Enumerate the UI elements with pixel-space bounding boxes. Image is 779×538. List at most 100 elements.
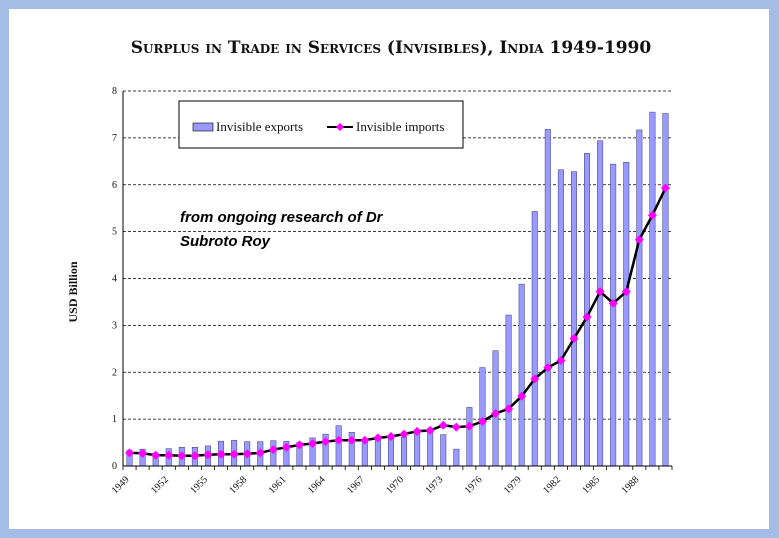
import-marker: [138, 448, 148, 458]
import-marker: [608, 298, 618, 308]
legend-swatch-imports-marker: [336, 123, 344, 131]
export-bar: [531, 211, 538, 467]
export-bar: [414, 431, 421, 467]
import-marker: [360, 435, 370, 445]
export-bar: [544, 129, 551, 467]
y-tick-label: 6: [112, 180, 117, 191]
import-marker: [281, 442, 291, 452]
export-bar: [466, 407, 473, 467]
import-marker: [464, 421, 474, 431]
x-tick-label: 1952: [149, 474, 171, 496]
import-marker: [621, 287, 631, 297]
import-marker: [216, 449, 226, 459]
import-marker: [647, 210, 657, 220]
import-marker: [438, 420, 448, 430]
import-marker: [203, 450, 213, 460]
y-tick-label: 7: [112, 133, 117, 144]
x-tick-label: 1973: [423, 474, 445, 496]
import-marker: [634, 235, 644, 245]
export-bar: [557, 169, 564, 467]
import-marker: [347, 435, 357, 445]
y-tick-label: 5: [112, 227, 117, 238]
import-line: [125, 183, 670, 461]
import-marker: [504, 404, 514, 414]
export-bar: [453, 448, 460, 467]
x-tick-label: 1955: [188, 474, 210, 496]
export-bar: [623, 162, 630, 467]
y-tick-label: 8: [112, 86, 117, 97]
import-marker: [477, 416, 487, 426]
import-marker: [125, 448, 135, 458]
export-bar: [662, 113, 669, 467]
axes: [122, 91, 673, 470]
export-bars: [126, 111, 669, 467]
import-marker: [321, 437, 331, 447]
x-tick-label: 1985: [580, 474, 602, 496]
x-tick-labels: 1949 1952 1955 1958 1961 1964 1967 1970 1973 1976…: [110, 474, 642, 496]
export-bar: [649, 111, 656, 467]
legend-label-exports: Invisible exports: [216, 119, 303, 134]
import-marker: [451, 422, 461, 432]
import-marker: [412, 426, 422, 436]
import-marker: [242, 449, 252, 459]
chart-svg: Surplus in Trade in Services (Invisibles…: [66, 38, 673, 496]
import-marker: [294, 440, 304, 450]
export-bar: [518, 283, 525, 467]
import-marker: [151, 450, 161, 460]
export-bar: [479, 367, 486, 467]
import-marker: [386, 431, 396, 441]
import-marker: [255, 448, 265, 458]
import-marker: [556, 356, 566, 366]
export-bar: [570, 171, 577, 467]
import-marker: [491, 409, 501, 418]
import-marker: [177, 451, 187, 461]
import-marker: [399, 429, 409, 439]
x-tick-label: 1988: [620, 474, 642, 496]
x-tick-label: 1964: [306, 474, 328, 496]
import-marker: [517, 391, 527, 401]
legend-label-imports: Invisible imports: [356, 119, 444, 134]
x-tick-label: 1979: [502, 474, 524, 496]
import-marker: [190, 451, 200, 461]
import-marker: [543, 363, 553, 373]
import-marker: [530, 374, 540, 384]
export-bar: [440, 434, 447, 467]
import-marker: [268, 445, 278, 455]
x-tick-label: 1982: [541, 474, 563, 496]
import-marker: [308, 439, 318, 448]
legend-swatch-exports: [192, 122, 214, 132]
x-tick-label: 1958: [227, 474, 249, 496]
import-marker: [164, 450, 174, 460]
import-marker: [569, 334, 579, 343]
export-bar: [610, 163, 617, 467]
x-tick-label: 1967: [345, 474, 367, 496]
legend: Invisible exports Invisible imports: [178, 100, 464, 149]
y-tick-label: 4: [112, 274, 117, 285]
import-marker: [229, 449, 239, 459]
chart-frame: Surplus in Trade in Services (Invisibles…: [9, 9, 769, 529]
annotation-line-2: Subroto Roy: [180, 233, 271, 250]
legend-box: [178, 100, 464, 149]
x-tick-label: 1970: [384, 474, 406, 496]
export-bar: [636, 129, 643, 467]
y-axis-label: USD Billion: [66, 261, 80, 322]
y-tick-label: 2: [112, 367, 117, 378]
import-marker: [373, 433, 383, 443]
import-marker: [425, 425, 435, 435]
export-bar: [401, 436, 408, 467]
x-tick-label: 1961: [267, 474, 289, 496]
import-marker: [582, 312, 592, 322]
y-tick-label: 0: [112, 461, 117, 472]
annotation-line-1: from ongoing research of Dr: [180, 209, 384, 226]
export-bar: [597, 140, 604, 467]
x-tick-label: 1949: [110, 474, 132, 496]
export-bar: [505, 314, 512, 467]
import-marker: [334, 435, 344, 445]
x-tick-label: 1976: [463, 474, 485, 496]
export-bar: [584, 153, 591, 467]
y-tick-label: 3: [112, 320, 117, 331]
import-marker: [660, 183, 670, 193]
y-tick-label: 1: [112, 414, 117, 425]
export-bar: [492, 350, 499, 467]
y-tick-labels: 0 1 2 3 4 5 6 7 8: [112, 86, 117, 472]
